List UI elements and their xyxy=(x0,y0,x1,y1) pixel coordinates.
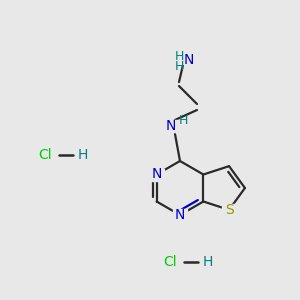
Text: Cl: Cl xyxy=(38,148,52,162)
Text: N: N xyxy=(152,167,162,182)
Text: H: H xyxy=(174,50,184,64)
Text: H: H xyxy=(174,61,184,74)
Bar xyxy=(173,50,201,64)
Bar xyxy=(165,120,185,132)
Text: H: H xyxy=(178,113,188,127)
Bar xyxy=(150,169,164,181)
Text: H: H xyxy=(203,255,213,269)
Text: S: S xyxy=(225,203,233,217)
Text: N: N xyxy=(184,53,194,67)
Text: N: N xyxy=(175,208,185,222)
Bar xyxy=(222,204,236,216)
Bar xyxy=(173,209,187,221)
Text: N: N xyxy=(166,119,176,133)
Text: H: H xyxy=(78,148,88,162)
Text: Cl: Cl xyxy=(163,255,177,269)
